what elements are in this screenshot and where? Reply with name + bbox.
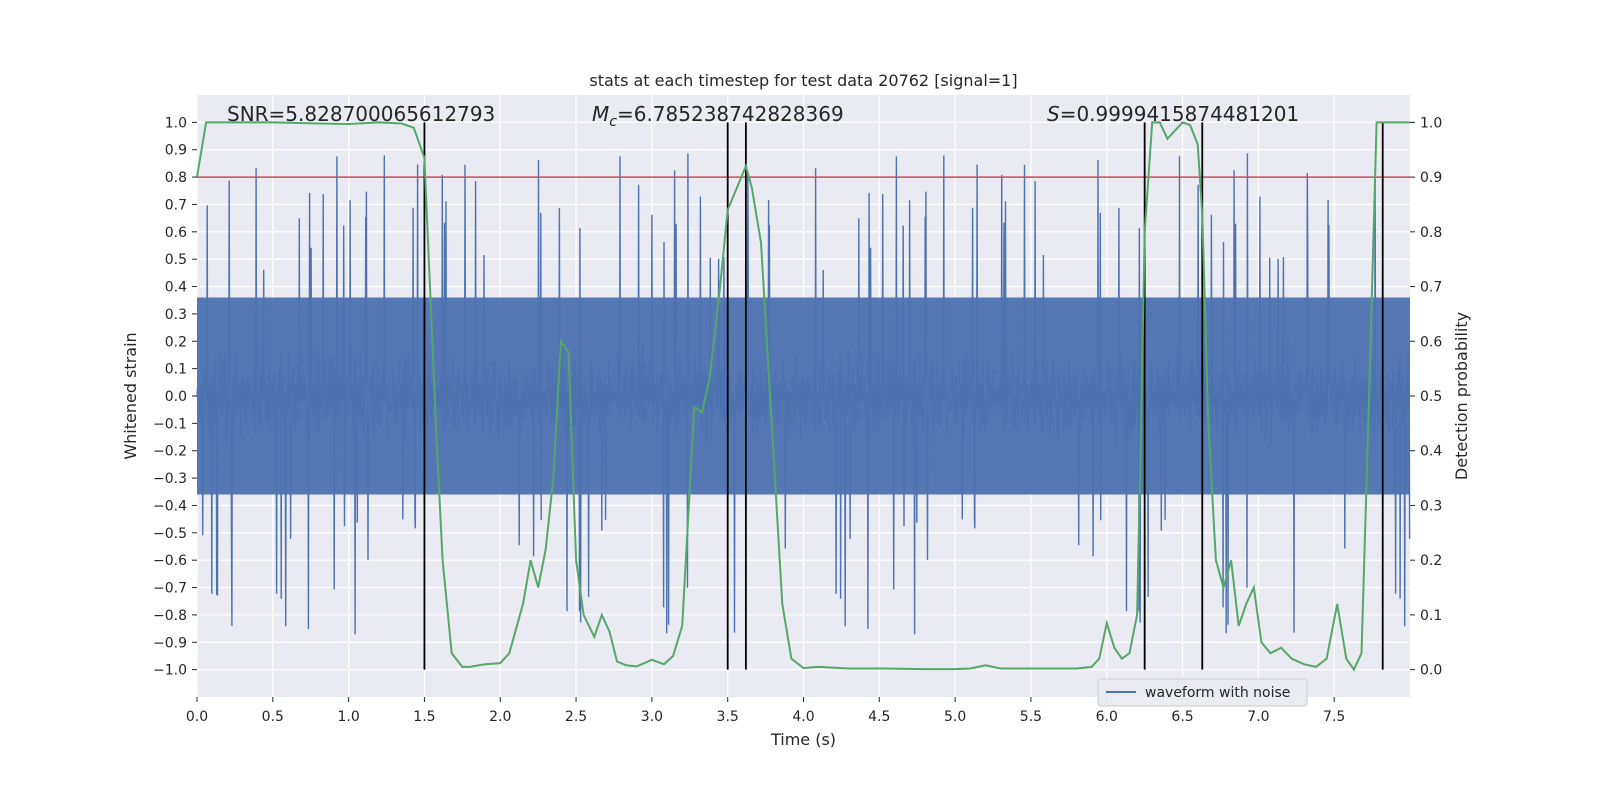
y-right-tick-label: 0.6 bbox=[1420, 334, 1442, 350]
y-right-tick-label: 0.4 bbox=[1420, 444, 1442, 460]
y-tick-label: −0.8 bbox=[153, 608, 187, 624]
mc-annotation: Mc=6.785238742828369 bbox=[592, 102, 844, 130]
x-axis-ticks: 0.0 0.5 1.0 1.5 2.0 2.5 3.0 3.5 4.0 4.5 5.0 5.5 6.0 6… bbox=[186, 697, 1345, 725]
x-tick-label: 7.0 bbox=[1247, 709, 1269, 725]
y-right-tick-label: 0.8 bbox=[1420, 225, 1442, 241]
x-tick-label: 2.5 bbox=[565, 709, 587, 725]
y-tick-label: 0.7 bbox=[165, 197, 187, 213]
mc-symbol: M bbox=[592, 102, 609, 126]
y-tick-label: −0.6 bbox=[153, 553, 187, 569]
y-tick-label: 0.9 bbox=[165, 143, 187, 159]
x-tick-label: 4.0 bbox=[792, 709, 814, 725]
detection-probability-line bbox=[196, 121, 1410, 672]
x-tick-label: 5.5 bbox=[1020, 709, 1042, 725]
x-tick-label: 1.0 bbox=[337, 709, 359, 725]
y-tick-label: 0.8 bbox=[165, 170, 187, 186]
y-tick-label: 0.5 bbox=[165, 252, 187, 268]
y-tick-label: 0.6 bbox=[165, 225, 187, 241]
y-tick-label: 0.1 bbox=[165, 362, 187, 378]
x-tick-label: 0.5 bbox=[262, 709, 284, 725]
legend: waveform with noise bbox=[1097, 678, 1308, 707]
x-tick-label: 3.0 bbox=[641, 709, 663, 725]
y-tick-label: 0.3 bbox=[165, 307, 187, 323]
y-right-tick-label: 0.7 bbox=[1420, 280, 1442, 296]
y-tick-label: −0.1 bbox=[153, 416, 187, 432]
x-tick-label: 3.5 bbox=[717, 709, 739, 725]
s-symbol: S bbox=[1047, 102, 1060, 126]
x-tick-label: 4.5 bbox=[868, 709, 890, 725]
snr-annotation: SNR=5.828700065612793 bbox=[227, 102, 495, 126]
x-tick-label: 2.0 bbox=[489, 709, 511, 725]
y-tick-label: −0.3 bbox=[153, 471, 187, 487]
y-tick-label: −0.7 bbox=[153, 581, 187, 597]
y-right-tick-label: 0.1 bbox=[1420, 608, 1442, 624]
y-tick-label: −0.4 bbox=[153, 498, 187, 514]
vertical-markers bbox=[423, 122, 1384, 670]
y-tick-label: −0.2 bbox=[153, 444, 187, 460]
x-axis-label: Time (s) bbox=[770, 730, 836, 749]
x-tick-label: 7.5 bbox=[1323, 709, 1345, 725]
legend-box bbox=[1097, 678, 1308, 707]
x-tick-label: 6.5 bbox=[1171, 709, 1193, 725]
y-tick-label: 1.0 bbox=[165, 115, 187, 131]
y-right-tick-label: 0.0 bbox=[1420, 663, 1442, 679]
probability-series bbox=[196, 121, 1410, 672]
y-tick-label: 0.2 bbox=[165, 334, 187, 350]
y-right-tick-label: 0.3 bbox=[1420, 498, 1442, 514]
s-annotation: S=0.9999415874481201 bbox=[1047, 102, 1299, 126]
x-tick-label: 5.0 bbox=[944, 709, 966, 725]
s-value: =0.9999415874481201 bbox=[1060, 102, 1299, 126]
x-tick-label: 0.0 bbox=[186, 709, 208, 725]
mc-value: =6.785238742828369 bbox=[617, 102, 844, 126]
y-tick-label: 0.4 bbox=[165, 280, 187, 296]
y-right-tick-label: 1.0 bbox=[1420, 115, 1442, 131]
y-right-tick-label: 0.2 bbox=[1420, 553, 1442, 569]
y-right-tick-label: 0.5 bbox=[1420, 389, 1442, 405]
x-tick-label: 6.0 bbox=[1096, 709, 1118, 725]
y-axis-label: Whitened strain bbox=[121, 332, 140, 459]
y-axis-right-ticks: 0.0 0.1 0.2 0.3 0.4 0.5 0.6 0.7 0.8 0.9 1.0 bbox=[1410, 115, 1442, 679]
y-axis-left-ticks: −1.0 −0.9 −0.8 −0.7 −0.6 −0.5 −0.4 −0.3 −0.2 −0.1… bbox=[153, 115, 197, 679]
y-tick-label: −0.9 bbox=[153, 635, 187, 651]
chart-title: stats at each timestep for test data 207… bbox=[589, 71, 1017, 90]
waveform-core-band bbox=[197, 297, 1410, 495]
x-tick-label: 1.5 bbox=[413, 709, 435, 725]
legend-entry-label: waveform with noise bbox=[1145, 685, 1290, 701]
y-axis-right-label: Detection probability bbox=[1452, 312, 1471, 480]
y-tick-label: −0.5 bbox=[153, 526, 187, 542]
y-tick-label: 0.0 bbox=[165, 389, 187, 405]
mc-subscript: c bbox=[609, 114, 617, 130]
y-tick-label: −1.0 bbox=[153, 663, 187, 679]
y-right-tick-label: 0.9 bbox=[1420, 170, 1442, 186]
